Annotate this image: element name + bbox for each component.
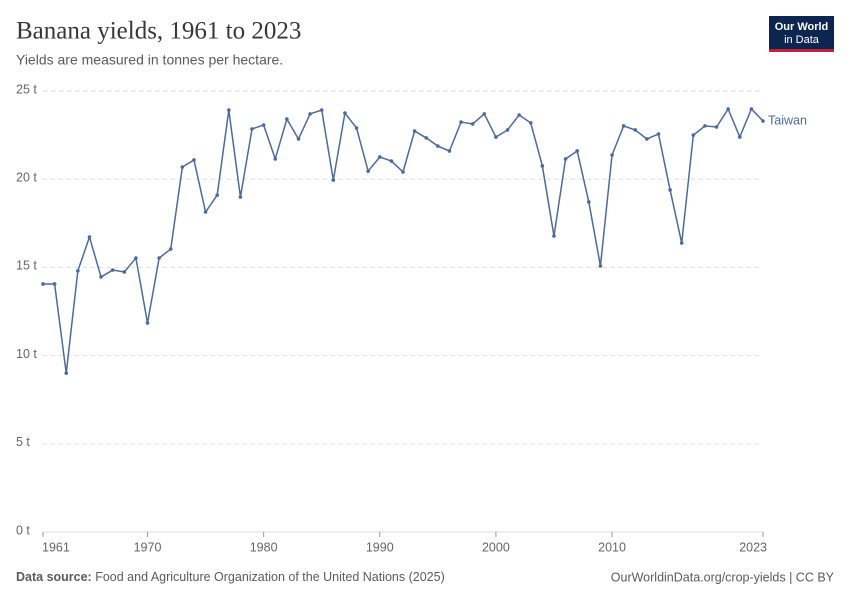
point <box>505 128 510 132</box>
logo-text: Our World <box>775 21 829 33</box>
point <box>447 149 452 153</box>
chart-subtitle: Yields are measured in tonnes per hectar… <box>16 52 283 68</box>
point <box>389 159 394 163</box>
logo-text: in Data <box>784 34 820 46</box>
point <box>540 164 545 168</box>
line <box>43 107 764 374</box>
x-tick-label: 2010 <box>598 540 626 554</box>
point <box>679 241 684 245</box>
y-tick-label: 15 t <box>16 259 37 273</box>
point <box>76 269 80 273</box>
y-tick-label: 10 t <box>16 347 37 361</box>
source: Data source: Food and Agriculture Organi… <box>16 570 445 584</box>
point <box>99 275 103 279</box>
point <box>64 371 69 375</box>
point <box>737 135 742 139</box>
point <box>41 282 45 286</box>
point <box>714 125 719 129</box>
point <box>261 123 266 127</box>
point <box>645 137 649 141</box>
point <box>180 165 185 169</box>
point <box>412 129 417 133</box>
source-text: Food and Agriculture Organization of the… <box>95 570 445 584</box>
point <box>703 124 707 128</box>
point <box>598 264 603 268</box>
point <box>52 282 57 286</box>
point <box>145 321 150 325</box>
point <box>238 195 243 199</box>
x-tick-label: 1980 <box>250 540 278 554</box>
point <box>436 144 440 148</box>
point <box>296 137 301 141</box>
point <box>87 235 92 239</box>
point <box>354 126 359 130</box>
y-tick-label: 5 t <box>16 435 30 449</box>
x-tick-label: 2000 <box>482 540 510 554</box>
point <box>157 256 161 260</box>
point <box>552 234 556 238</box>
point <box>656 132 661 136</box>
point <box>134 256 138 260</box>
point <box>470 122 475 126</box>
point <box>726 107 730 111</box>
point <box>343 111 347 115</box>
point <box>482 112 487 116</box>
point <box>203 210 208 214</box>
chart-title: Banana yields, 1961 to 2023 <box>16 18 301 45</box>
point <box>110 268 115 272</box>
x-tick-label: 2023 <box>739 540 767 554</box>
y-tick-label: 0 t <box>16 523 30 537</box>
point <box>587 200 591 204</box>
series-label: Taiwan <box>768 113 807 127</box>
x-tick-label: 1970 <box>134 540 162 554</box>
point <box>366 169 370 173</box>
point <box>517 113 521 117</box>
point <box>668 188 672 192</box>
point <box>610 153 614 157</box>
point <box>192 158 196 162</box>
point <box>575 149 579 153</box>
point <box>424 136 429 140</box>
point <box>563 157 568 161</box>
point <box>528 121 533 125</box>
logo[interactable]: Our World in Data <box>769 16 834 52</box>
point <box>621 124 626 128</box>
point <box>761 119 765 123</box>
x-tick-label: 1990 <box>366 540 394 554</box>
x-tick-label: 1961 <box>42 540 70 554</box>
point <box>285 117 289 121</box>
point <box>122 270 127 274</box>
point <box>494 135 498 139</box>
point <box>377 155 382 159</box>
point <box>633 128 638 132</box>
point <box>459 120 463 124</box>
point <box>215 193 219 197</box>
source-label: Data source: <box>16 570 92 584</box>
point <box>273 157 278 161</box>
source-link[interactable]: OurWorldinData.org/crop-yields | CC BY <box>611 570 835 584</box>
point <box>749 107 754 111</box>
point <box>319 108 324 112</box>
point <box>691 133 696 137</box>
point <box>401 170 405 174</box>
point <box>308 112 312 116</box>
point <box>168 247 173 251</box>
y-tick-label: 25 t <box>16 82 37 96</box>
point <box>331 178 336 182</box>
point <box>227 108 231 112</box>
y-tick-label: 20 t <box>16 170 37 184</box>
point <box>250 127 254 131</box>
logo-stripe <box>769 49 834 52</box>
logo-box <box>769 16 834 52</box>
